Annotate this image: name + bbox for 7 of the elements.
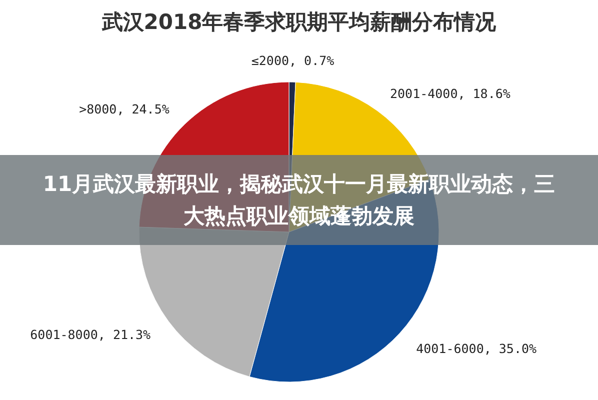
slice-label: ≤2000, 0.7% xyxy=(251,53,335,68)
slice-label: 6001-8000, 21.3% xyxy=(30,327,152,342)
slice-label: 4001-6000, 35.0% xyxy=(416,340,538,356)
text: 11月武汉最新职业，揭秘武汉十一月最新职业动态，三大热点职业领域蓬勃发展 xyxy=(42,171,556,230)
slice-label: 2001-4000, 18.6% xyxy=(390,86,511,101)
chart-title: 武汉2018年春季求职期平均薪酬分布情况 xyxy=(100,10,498,34)
slice-label: >8000, 24.5% xyxy=(79,101,170,116)
